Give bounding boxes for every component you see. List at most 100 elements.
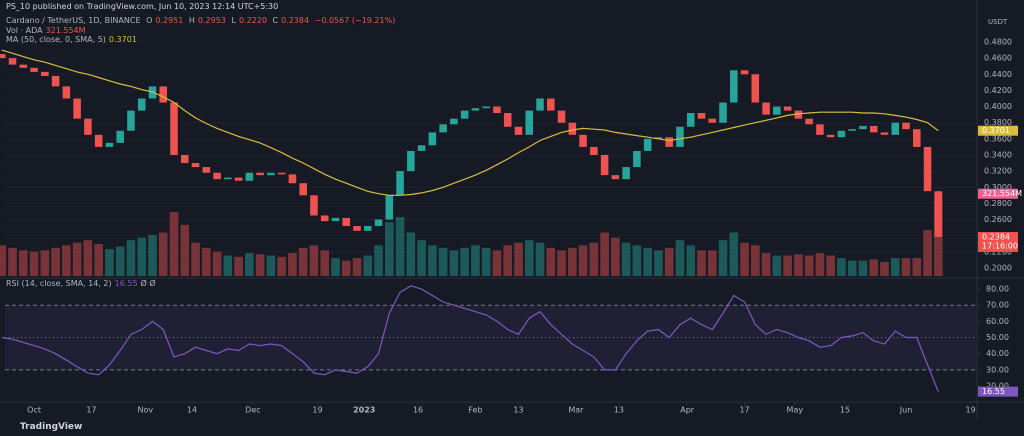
volume-bar — [707, 250, 717, 276]
candle-body — [633, 150, 641, 168]
candle-body — [342, 217, 351, 226]
volume-bar — [923, 229, 932, 276]
x-tick-label: Dec — [245, 406, 260, 415]
x-tick-label: May — [787, 406, 804, 415]
volume-bar — [783, 255, 792, 276]
candle-body — [503, 113, 512, 127]
x-tick-label: Nov — [137, 406, 153, 415]
ma-name: MA (50, close, 0, SMA, 5) — [6, 35, 106, 44]
volume-bar — [18, 250, 28, 276]
candle-body — [105, 142, 114, 147]
x-tick-label: Mar — [568, 406, 584, 415]
volume-bar — [126, 240, 136, 276]
volume-bar — [514, 242, 523, 276]
candle-body — [331, 217, 340, 222]
volume-bar — [245, 252, 254, 276]
candle-body — [514, 126, 523, 135]
volume-bar — [158, 232, 168, 276]
volume-value: 321.554M — [45, 26, 86, 35]
candle-body — [568, 122, 577, 135]
volume-bar — [568, 247, 577, 276]
volume-bar — [234, 256, 243, 276]
ma-price-label-bg — [978, 125, 1018, 136]
candle-body — [676, 126, 684, 147]
y-tick-label: 0.3000 — [984, 183, 1012, 192]
candle-body — [665, 137, 673, 147]
volume-bar — [417, 240, 426, 276]
candle-body — [547, 98, 555, 111]
volume-bar — [621, 242, 631, 276]
volume-bar — [546, 247, 556, 276]
rsi-flags: Ø Ø — [140, 279, 156, 288]
volume-bar — [740, 242, 749, 276]
volume-bar — [115, 246, 125, 276]
volume-bar — [341, 260, 351, 276]
candle-body — [137, 98, 146, 111]
rsi-name: RSI (14, close, SMA, 14, 2) — [6, 279, 112, 288]
rsi-line — [1, 285, 939, 392]
candle-body — [869, 125, 878, 133]
candle-body — [719, 102, 727, 123]
volume-bar — [697, 250, 706, 276]
candle-body — [428, 132, 437, 146]
volume-bar — [600, 232, 609, 276]
candle-body — [299, 183, 307, 196]
volume-bar — [180, 224, 190, 276]
volume-bar — [191, 242, 200, 276]
candle-body — [557, 110, 566, 123]
ohlc-key: H — [188, 16, 195, 25]
candle-body — [762, 102, 770, 115]
candle-body — [364, 225, 372, 231]
volume-bar — [804, 255, 814, 276]
x-tick-label: Feb — [468, 406, 482, 415]
volume-price-label-bg — [978, 188, 1018, 199]
candle-body — [439, 124, 447, 133]
change: −0.0567 (−19.21%) — [314, 16, 396, 25]
volume-bar — [901, 258, 911, 276]
volume-bar — [589, 242, 599, 276]
candle-body — [450, 118, 458, 125]
volume-bar — [277, 256, 286, 276]
candle-body — [8, 58, 17, 65]
rsi-tick-label: 30.00 — [986, 365, 1009, 374]
countdown: 17:16:00 — [982, 241, 1018, 250]
candle-body — [783, 106, 792, 111]
candle-body — [127, 110, 135, 131]
candle-body — [19, 64, 28, 68]
x-tick-label: 16 — [413, 406, 423, 415]
candle-body — [116, 130, 124, 143]
volume-bar — [331, 258, 340, 276]
x-tick-label: 13 — [513, 406, 523, 415]
rsi-legend: RSI (14, close, SMA, 14, 2) 16.55 Ø Ø — [6, 279, 159, 288]
candle-body — [686, 113, 695, 127]
candle-body — [396, 171, 404, 196]
volume-bar — [503, 245, 513, 276]
header: PS_10 published on TradingView.com, Jun … — [6, 2, 279, 11]
symbol: Cardano / TetherUS, 1D, BINANCE — [6, 16, 141, 25]
volume-bar — [449, 250, 459, 276]
candle-body — [84, 118, 92, 135]
ohlc-key: O — [146, 16, 153, 25]
ohlc-value: 0.2951 — [155, 16, 184, 25]
ma-legend: MA (50, close, 0, SMA, 5) 0.3701 — [6, 35, 140, 44]
candle-body — [654, 137, 663, 139]
candle-body — [493, 106, 501, 114]
volume-bar — [729, 232, 739, 276]
volume-bar — [890, 258, 900, 276]
y-tick-label: 0.4600 — [984, 54, 1012, 63]
candle-body — [224, 177, 232, 180]
candle-body — [417, 145, 426, 151]
volume-bar — [794, 254, 803, 276]
volume-bar — [201, 247, 211, 276]
candle-body — [622, 167, 630, 180]
currency: USDT — [988, 18, 1008, 26]
candle-body — [471, 108, 480, 111]
x-tick-label: Oct — [27, 406, 41, 415]
volume-bar — [223, 255, 233, 276]
candle-body — [600, 154, 609, 176]
candle-body — [816, 124, 824, 135]
volume-bar — [8, 247, 17, 276]
y-tick-label: 0.3800 — [984, 118, 1012, 127]
volume-bar — [363, 255, 373, 276]
candle-body — [407, 150, 415, 172]
